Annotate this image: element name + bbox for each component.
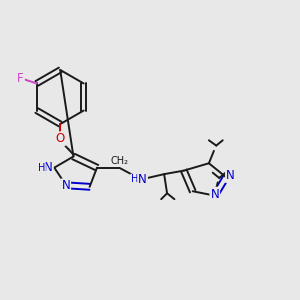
Text: N: N xyxy=(44,161,53,174)
Text: F: F xyxy=(17,72,24,85)
Text: O: O xyxy=(56,132,65,145)
Text: H: H xyxy=(131,174,138,184)
Text: CH₂: CH₂ xyxy=(110,156,128,166)
Text: N: N xyxy=(210,188,219,201)
Text: N: N xyxy=(138,173,147,186)
Text: H: H xyxy=(38,163,45,173)
Text: N: N xyxy=(61,179,70,192)
Text: N: N xyxy=(226,169,235,182)
